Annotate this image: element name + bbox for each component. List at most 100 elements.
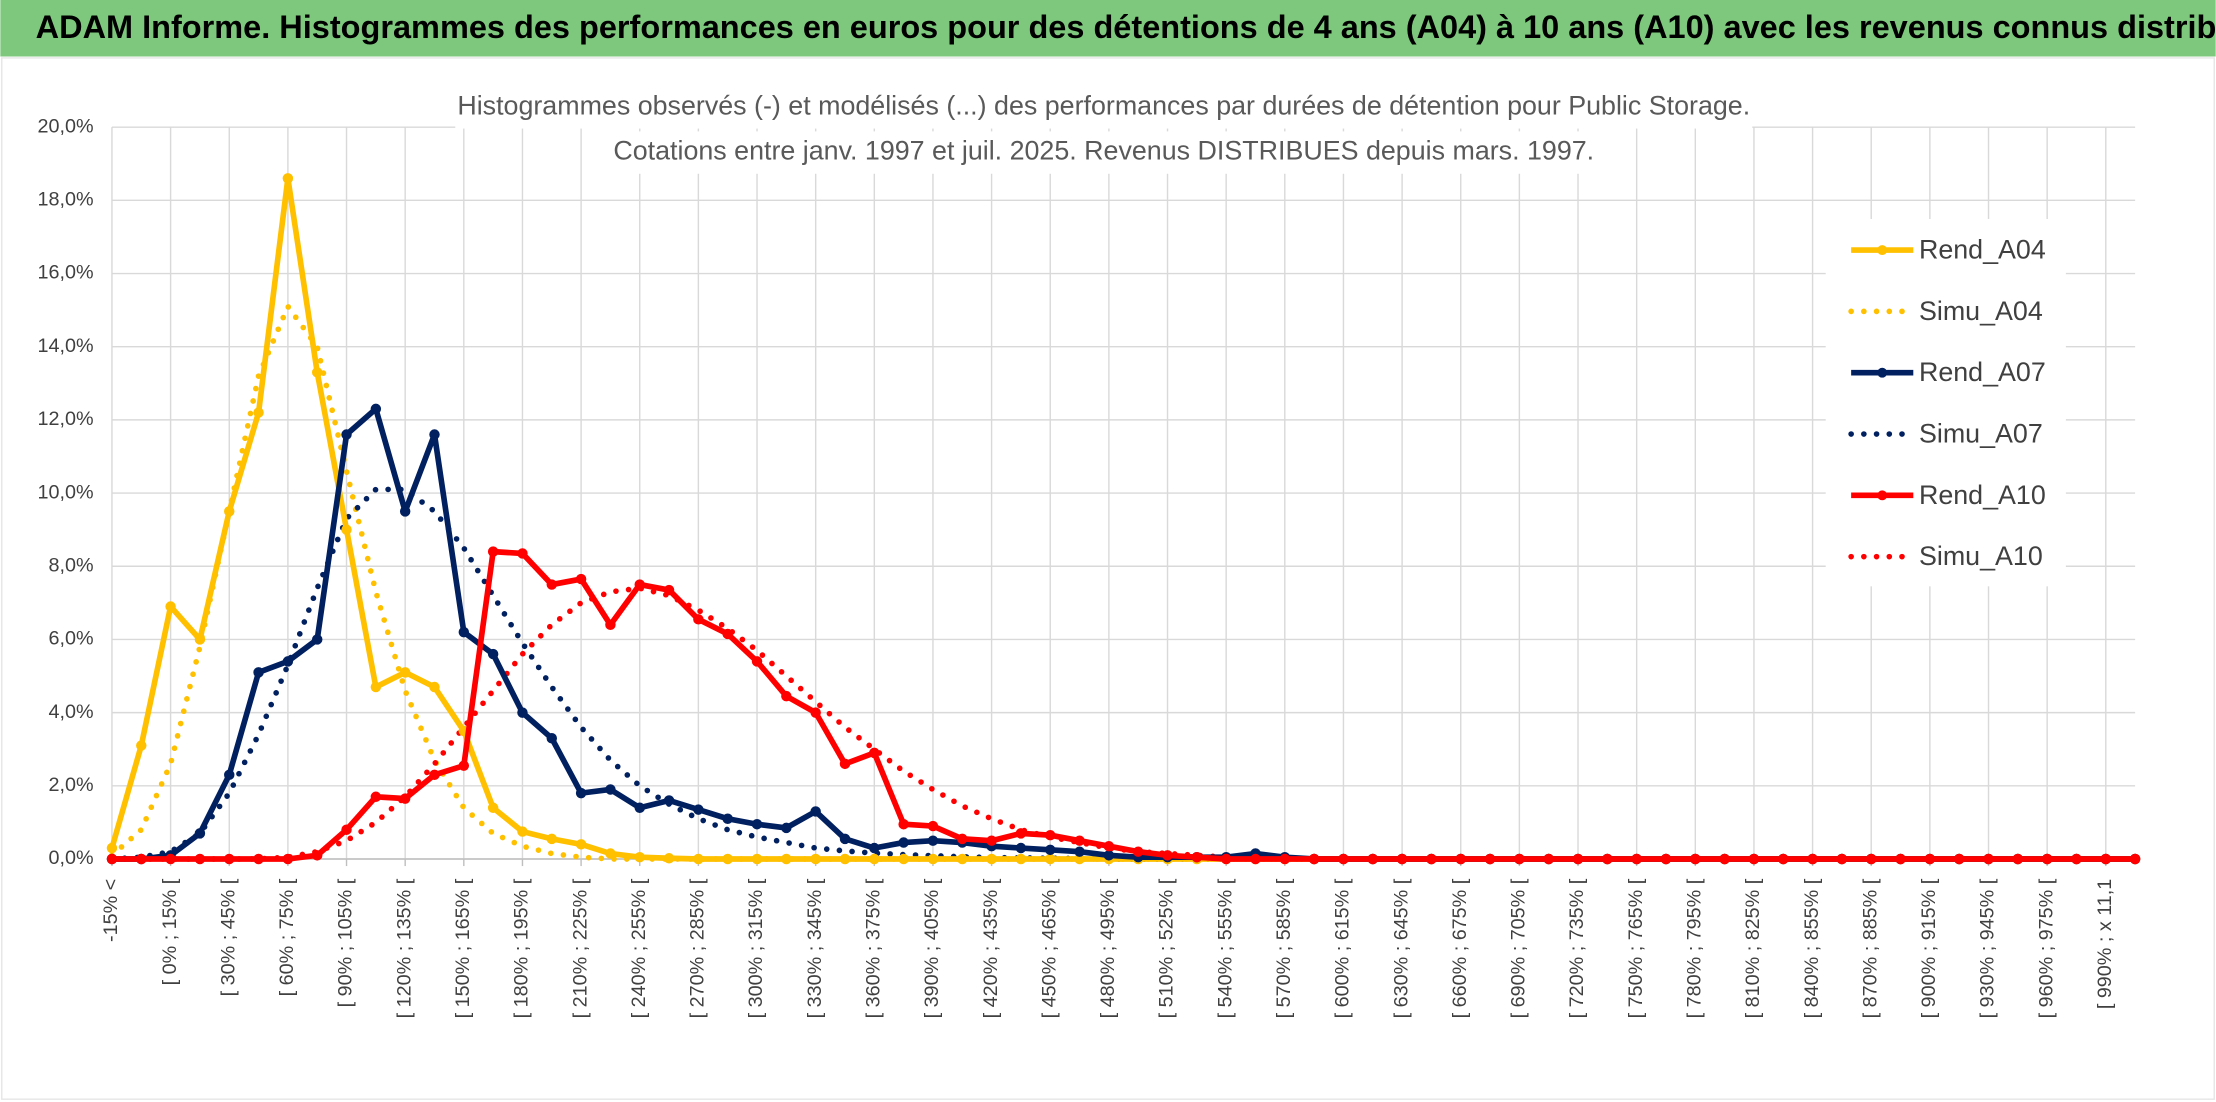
series-marker <box>1191 851 1203 863</box>
series-marker <box>693 853 704 865</box>
series-marker <box>634 579 645 590</box>
series-line <box>111 548 2136 862</box>
series-marker <box>869 842 880 854</box>
series-marker <box>224 769 235 781</box>
chart-frame <box>1 57 2215 1100</box>
y-tick-label: 4,0% <box>49 701 94 723</box>
series-marker <box>869 747 880 759</box>
series-marker <box>575 839 587 850</box>
y-tick-label: 6,0% <box>49 628 94 650</box>
x-tick-label: [ 90% ; 105% [ <box>335 878 357 1007</box>
x-tick-label: [ 660% ; 675% [ <box>1449 878 1471 1018</box>
y-tick-label: 2,0% <box>49 774 94 796</box>
legend-label: Rend_A04 <box>1919 235 2046 265</box>
series-marker <box>487 546 499 557</box>
series-marker <box>663 853 675 864</box>
y-tick-label: 12,0% <box>38 408 94 430</box>
series-marker <box>810 707 821 718</box>
series-marker <box>898 819 909 830</box>
series-marker <box>253 667 264 678</box>
series-marker <box>399 667 411 678</box>
chart-subtitle: Cotations entre janv. 1997 et juil. 2025… <box>613 136 1594 166</box>
series-marker <box>693 804 704 815</box>
series-marker <box>781 690 792 702</box>
legend-label: Simu_A04 <box>1919 296 2043 326</box>
x-tick-label: [ 990% ; x 11,1 <box>2094 879 2116 1009</box>
series-marker <box>165 601 176 612</box>
series-marker <box>282 173 294 184</box>
x-tick-label: [ 330% ; 345% [ <box>804 878 826 1018</box>
series-marker <box>224 853 235 865</box>
x-tick-label: [ 570% ; 585% [ <box>1273 878 1295 1018</box>
series-marker <box>957 833 968 845</box>
series-marker <box>722 813 733 824</box>
x-tick-label: [ 870% ; 885% [ <box>1859 878 1881 1018</box>
series-marker <box>1045 844 1056 856</box>
series-marker <box>605 848 616 859</box>
series-marker <box>839 853 851 865</box>
series-marker <box>1602 853 1613 865</box>
series-marker <box>311 634 323 645</box>
series-marker <box>605 619 616 631</box>
series-marker <box>751 656 763 667</box>
series-marker <box>194 634 206 645</box>
series-marker <box>370 681 382 693</box>
series-marker <box>927 820 939 832</box>
y-tick-label: 18,0% <box>38 189 94 211</box>
series-marker <box>253 853 264 865</box>
series-marker <box>1924 853 1936 865</box>
y-tick-label: 20,0% <box>38 115 94 137</box>
series-marker <box>370 791 382 803</box>
series-marker <box>311 367 323 378</box>
series-marker <box>575 573 587 585</box>
x-tick-label: [ 780% ; 795% [ <box>1684 878 1706 1018</box>
x-tick-label: [ 210% ; 225% [ <box>569 878 591 1018</box>
legend-bg <box>1825 218 2066 587</box>
series-marker <box>517 826 528 837</box>
series-marker <box>1103 840 1115 852</box>
series-marker <box>106 842 118 854</box>
series-marker <box>1748 853 1760 865</box>
series-marker <box>1015 853 1027 865</box>
title-bg <box>455 86 1753 129</box>
y-tick-label: 10,0% <box>38 481 94 503</box>
series-marker <box>810 806 821 817</box>
series-marker <box>487 802 499 813</box>
series-marker <box>634 802 645 813</box>
series-marker <box>1455 853 1466 865</box>
series-marker <box>106 853 118 865</box>
series-marker <box>1220 853 1232 865</box>
series-marker <box>546 833 558 845</box>
series-marker <box>1543 853 1554 865</box>
series-marker <box>253 407 264 418</box>
series-marker <box>1572 853 1584 865</box>
series-marker <box>927 853 939 865</box>
series-marker <box>399 506 411 517</box>
x-tick-label: [ 360% ; 375% [ <box>863 878 885 1018</box>
series-marker <box>1836 853 1848 865</box>
series-marker <box>429 769 440 781</box>
series-marker <box>341 824 352 835</box>
x-tick-label: [ 510% ; 525% [ <box>1156 878 1178 1018</box>
y-tick-label: 0,0% <box>49 847 94 869</box>
series-marker <box>1953 853 1965 865</box>
series-marker <box>1338 853 1349 865</box>
series-marker <box>136 853 147 865</box>
series-marker <box>1484 853 1496 865</box>
series-marker <box>781 853 792 865</box>
series-marker <box>781 822 792 834</box>
series-marker <box>282 656 294 667</box>
x-tick-label: [ 690% ; 705% [ <box>1508 878 1530 1018</box>
series-marker <box>1807 853 1818 865</box>
series-marker <box>1162 850 1173 861</box>
x-tick-label: [ 450% ; 465% [ <box>1038 878 1060 1018</box>
series-marker <box>487 648 499 660</box>
x-tick-label: [ 180% ; 195% [ <box>511 878 533 1018</box>
series-marker <box>810 853 821 865</box>
x-tick-label: [ 150% ; 165% [ <box>452 878 474 1018</box>
banner-title: ADAM Informe. Histogrammes des performan… <box>36 9 2216 45</box>
series-marker <box>2100 853 2112 865</box>
x-tick-label: [ 840% ; 855% [ <box>1801 878 1823 1018</box>
series-marker <box>1074 846 1085 857</box>
